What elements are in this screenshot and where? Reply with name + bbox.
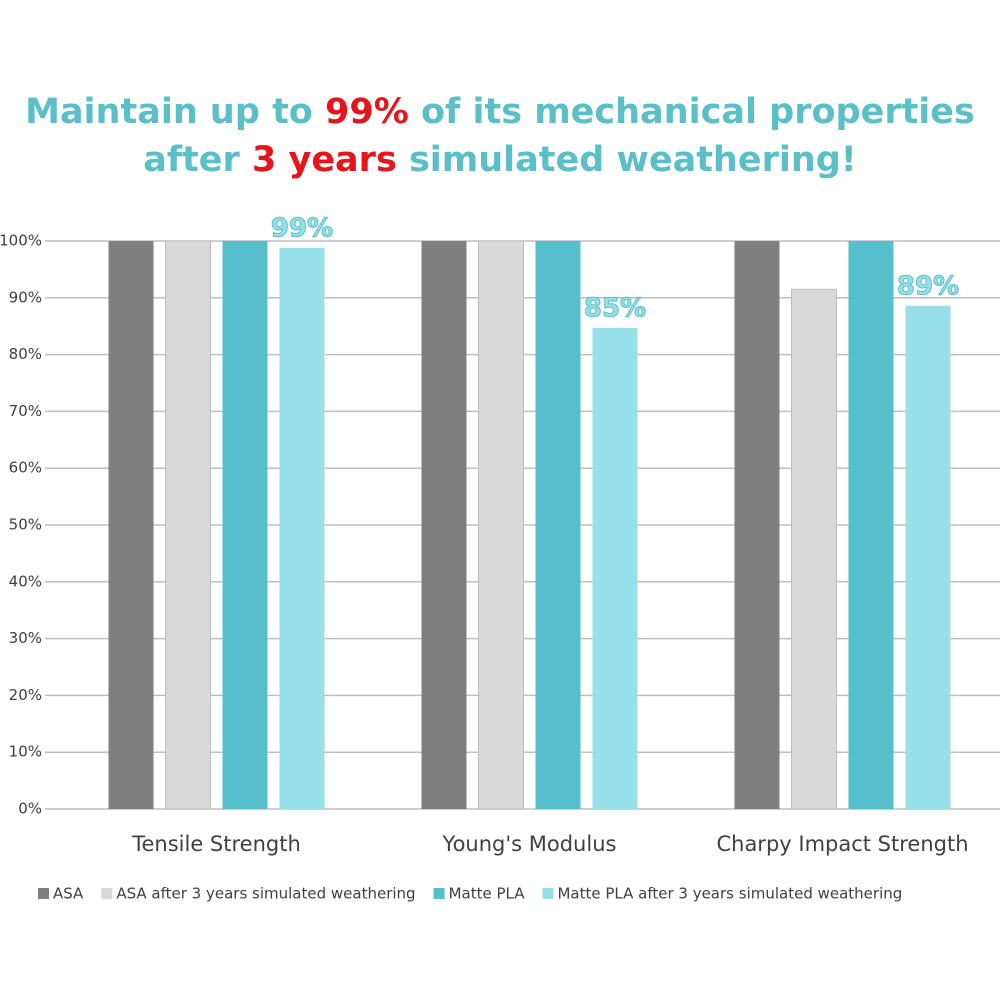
legend-swatch — [542, 888, 554, 899]
x-tick-label: Young's Modulus — [442, 832, 617, 856]
bar — [421, 241, 467, 809]
chart-title: after 3 years simulated weathering! — [143, 140, 857, 180]
bar — [222, 241, 268, 809]
title-part: after — [143, 140, 252, 180]
bar — [108, 241, 154, 809]
value-label: 89% — [897, 271, 959, 301]
x-tick-label: Charpy Impact Strength — [716, 832, 968, 856]
bar — [535, 241, 581, 809]
legend-label: ASA — [53, 885, 84, 903]
title-part: simulated weathering! — [397, 140, 857, 180]
bar — [734, 241, 780, 809]
legend-swatch — [101, 888, 113, 899]
y-tick-label: 50% — [9, 516, 42, 534]
legend-label: Matte PLA — [449, 885, 526, 903]
value-label: 85% — [584, 293, 646, 323]
legend-swatch — [433, 888, 445, 899]
bar — [791, 288, 837, 810]
legend-label: Matte PLA after 3 years simulated weathe… — [557, 885, 902, 903]
bar — [165, 240, 211, 810]
y-tick-label: 100% — [0, 232, 42, 250]
title-part: 3 years — [252, 140, 397, 180]
y-tick-label: 30% — [9, 629, 42, 647]
y-tick-label: 0% — [18, 800, 42, 818]
legend-label: ASA after 3 years simulated weathering — [116, 885, 415, 903]
bar — [905, 305, 951, 809]
bar — [478, 240, 524, 810]
y-tick-label: 20% — [9, 686, 42, 704]
value-label: 99% — [271, 213, 333, 243]
y-tick-label: 90% — [9, 288, 42, 306]
y-tick-label: 10% — [9, 743, 42, 761]
y-tick-label: 70% — [9, 402, 42, 420]
x-tick-label: Tensile Strength — [131, 832, 301, 856]
bar — [848, 241, 894, 809]
y-tick-label: 80% — [9, 345, 42, 363]
y-tick-label: 40% — [9, 572, 42, 590]
title-part: 99% — [325, 92, 409, 132]
title-part: Maintain up to — [25, 92, 325, 132]
chart-title: Maintain up to 99% of its mechanical pro… — [25, 92, 975, 132]
legend-swatch — [38, 888, 49, 899]
bar — [279, 247, 325, 810]
title-part: of its mechanical properties — [409, 92, 975, 132]
bar — [592, 327, 638, 809]
y-tick-label: 60% — [9, 459, 42, 477]
